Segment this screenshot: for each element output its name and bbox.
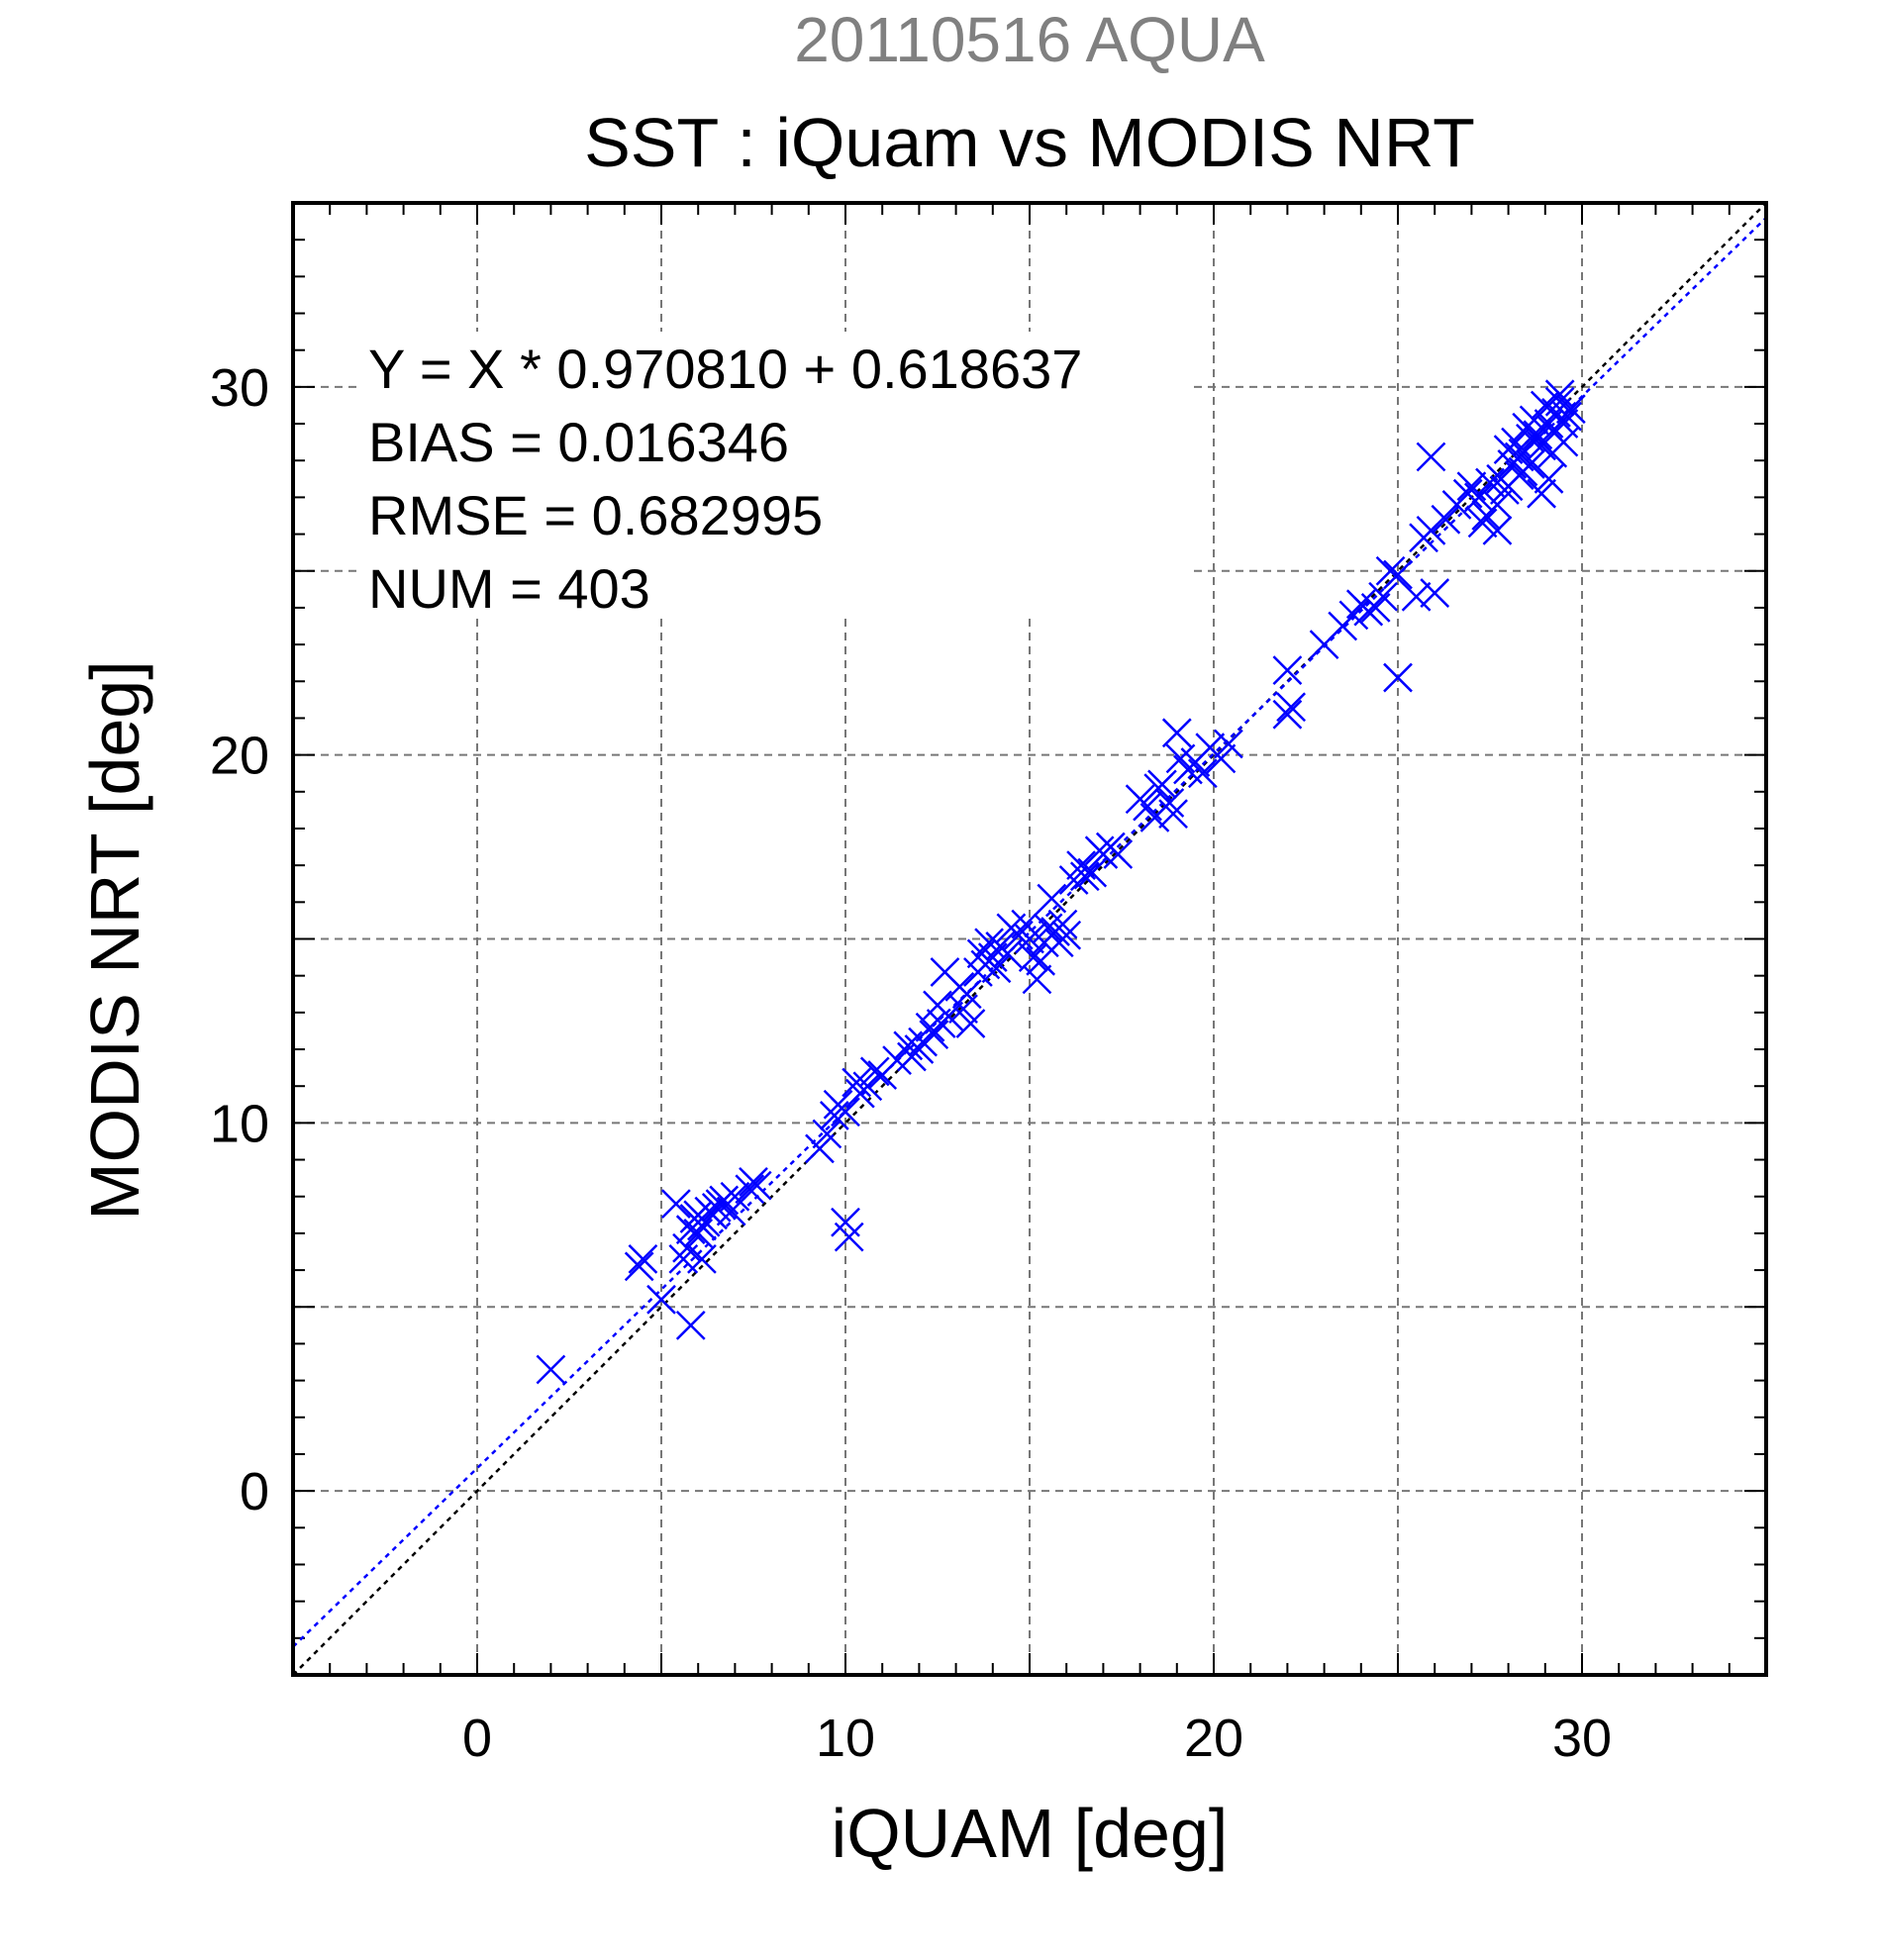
y-tick-label: 30 — [210, 358, 269, 418]
x-axis-label: iQUAM [deg] — [832, 1795, 1229, 1872]
scatter-point — [1022, 964, 1052, 995]
scatter-point — [1401, 581, 1432, 612]
scatter-point — [1463, 482, 1494, 513]
scatter-point — [1482, 489, 1513, 520]
x-tick-label: 10 — [816, 1709, 875, 1768]
scatter-point — [1420, 578, 1450, 608]
scatter-point — [1161, 718, 1192, 748]
scatter-point — [842, 1067, 872, 1098]
scatter-point — [1272, 699, 1303, 730]
scatter-point — [805, 1133, 835, 1164]
scatter-point — [1383, 559, 1413, 590]
scatter-point — [1187, 758, 1218, 789]
scatter-point — [720, 1181, 750, 1212]
scatter-point — [819, 1101, 849, 1130]
scatter-point — [675, 1310, 706, 1340]
scatter-point — [1552, 401, 1583, 432]
scatter-point — [1206, 743, 1237, 774]
scatter-point — [1047, 909, 1078, 939]
scatter-point — [1555, 394, 1586, 425]
scatter-point — [735, 1174, 765, 1205]
y-axis-label: MODIS NRT [deg] — [76, 660, 153, 1220]
scatter-point — [1375, 555, 1406, 586]
scatter-point — [1037, 883, 1067, 914]
scatter-point — [624, 1251, 654, 1282]
x-tick-label: 20 — [1184, 1709, 1243, 1768]
scatter-point — [1103, 839, 1134, 869]
scatter-point — [1416, 515, 1446, 545]
x-tick-labels: 0 10 20 30 — [462, 1709, 1612, 1768]
scatter-point — [1272, 655, 1303, 686]
stats-background — [356, 332, 1188, 619]
scatter-point — [812, 1119, 842, 1149]
scatter-point — [992, 938, 1023, 969]
scatter-point — [955, 1009, 986, 1038]
scatter-point — [1431, 504, 1461, 535]
scatter-point — [834, 1222, 864, 1252]
scatter-point — [628, 1244, 658, 1274]
chart-title: SST : iQuam vs MODIS NRT — [584, 104, 1475, 181]
y-tick-label: 20 — [210, 727, 269, 786]
stats-line-num: NUM = 403 — [368, 557, 650, 620]
scatter-point — [1467, 508, 1498, 539]
scatter-point — [1452, 478, 1483, 509]
scatter-point — [1534, 463, 1564, 494]
scatter-point — [1368, 581, 1399, 612]
scatter-point — [1069, 861, 1100, 892]
stats-annotation: Y = X * 0.970810 + 0.618637 BIAS = 0.016… — [356, 332, 1188, 620]
scatter-point — [1276, 692, 1307, 723]
chart-supertitle: 20110516 AQUA — [794, 4, 1265, 75]
scatter-point — [1416, 441, 1446, 472]
x-tick-label: 0 — [462, 1709, 492, 1768]
scatter-point — [1077, 857, 1108, 888]
scatter-point — [1544, 379, 1575, 410]
scatter-point — [1154, 788, 1185, 818]
scatter-point — [672, 1232, 702, 1263]
stats-line-fit: Y = X * 0.970810 + 0.618637 — [368, 338, 1082, 400]
scatter-point — [951, 979, 982, 1010]
scatter-point — [660, 1189, 691, 1220]
scatter-point — [536, 1354, 566, 1385]
plot-frame — [291, 201, 1768, 1677]
scatter-point — [915, 1012, 945, 1042]
scatter-points — [536, 379, 1586, 1385]
scatter-point — [1058, 865, 1089, 895]
scatter-point — [1383, 662, 1413, 693]
scatter-point — [1213, 729, 1243, 759]
y-tick-label: 0 — [240, 1462, 269, 1521]
scatter-point — [1475, 467, 1505, 498]
scatter-point — [1523, 424, 1553, 453]
scatter-point — [859, 1056, 890, 1087]
x-tick-label: 30 — [1552, 1709, 1612, 1768]
scatter-point — [742, 1170, 772, 1201]
scatter-point — [934, 1001, 964, 1031]
scatter-point — [1482, 515, 1513, 545]
scatter-point — [687, 1244, 717, 1274]
scatter-point — [1548, 427, 1579, 457]
scatter-point — [1527, 478, 1556, 509]
scatter-point — [1158, 799, 1188, 829]
y-tick-label: 10 — [210, 1094, 269, 1153]
scatter-point — [852, 1071, 883, 1102]
stats-line-rmse: RMSE = 0.682995 — [368, 484, 823, 546]
scatter-point — [646, 1284, 676, 1315]
stats-line-bias: BIAS = 0.016346 — [368, 411, 789, 473]
scatter-point — [831, 1097, 860, 1127]
y-tick-labels: 0 10 20 30 — [210, 358, 269, 1521]
scatter-point — [1147, 769, 1177, 800]
scatter-point — [1051, 920, 1082, 950]
